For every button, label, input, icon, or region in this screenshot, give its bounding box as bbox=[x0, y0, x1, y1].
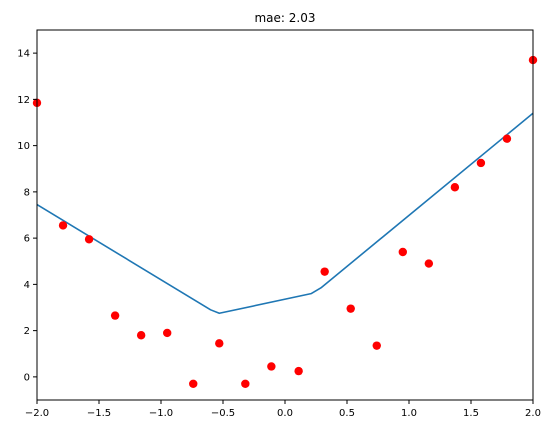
data-point bbox=[476, 158, 486, 168]
x-tick-label: 1.5 bbox=[463, 408, 479, 419]
data-point bbox=[267, 362, 276, 371]
y-tick-label: 10 bbox=[17, 141, 30, 152]
x-tick-label: 0.0 bbox=[277, 408, 293, 419]
plot-frame bbox=[36, 29, 534, 401]
data-point bbox=[84, 235, 94, 244]
y-axis: 0 2 4 6 8 10 12 14 bbox=[17, 49, 37, 383]
data-point bbox=[450, 183, 460, 192]
data-point bbox=[372, 341, 381, 350]
y-tick-label: 14 bbox=[17, 49, 30, 60]
series-layer bbox=[37, 112, 533, 315]
x-tick-label: −2.0 bbox=[25, 408, 49, 419]
plot-area bbox=[32, 55, 538, 389]
x-tick-label: 0.5 bbox=[339, 408, 355, 419]
data-point bbox=[294, 366, 303, 376]
fit-line bbox=[37, 112, 533, 315]
y-tick-label: 4 bbox=[24, 280, 30, 291]
data-point bbox=[110, 311, 120, 320]
x-tick-label: −1.0 bbox=[149, 408, 173, 419]
data-point bbox=[163, 328, 172, 338]
data-point bbox=[398, 247, 407, 257]
marker-layer bbox=[32, 55, 538, 389]
x-tick-label: 2.0 bbox=[525, 408, 541, 419]
data-point bbox=[424, 259, 434, 268]
data-point bbox=[215, 339, 224, 348]
y-tick-label: 6 bbox=[24, 234, 30, 245]
data-point bbox=[346, 304, 355, 313]
data-point bbox=[502, 134, 512, 143]
y-tick-label: 12 bbox=[17, 95, 30, 106]
data-point bbox=[241, 379, 250, 389]
data-point bbox=[136, 331, 146, 340]
data-point bbox=[320, 267, 329, 276]
x-tick-label: 1.0 bbox=[401, 408, 417, 419]
y-tick-label: 0 bbox=[24, 372, 30, 383]
y-tick-label: 8 bbox=[24, 187, 30, 198]
x-tick-label: −1.5 bbox=[87, 408, 111, 419]
data-point bbox=[189, 379, 198, 389]
x-axis: −2.0 −1.5 −1.0 −0.5 0.0 0.5 1.0 1.5 2.0 bbox=[25, 400, 541, 419]
x-tick-label: −0.5 bbox=[211, 408, 235, 419]
chart-title: mae: 2.03 bbox=[254, 11, 315, 25]
data-point bbox=[58, 221, 68, 230]
y-tick-label: 2 bbox=[24, 326, 30, 337]
